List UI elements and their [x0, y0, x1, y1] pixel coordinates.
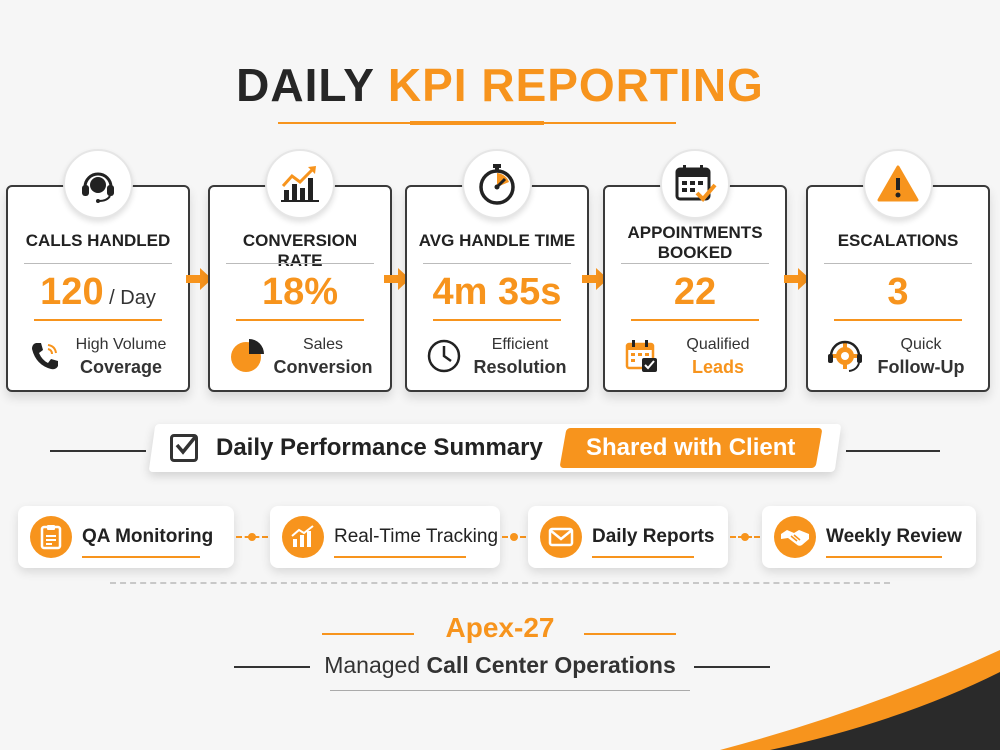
feature-label: Daily Reports	[592, 526, 715, 547]
arrow-right-icon	[186, 268, 212, 290]
kpi-foot-title: Conversion	[273, 357, 373, 377]
kpi-card-avg-handle-time: AVG HANDLE TIME 4m 35s Efficient Resolut…	[405, 149, 589, 392]
headset-icon	[63, 149, 133, 219]
summary-text: Daily Performance Summary	[216, 434, 543, 461]
pie-chart-icon	[228, 337, 266, 375]
kpi-foot-caption: Quick	[900, 336, 942, 353]
feature-label: Weekly Review	[826, 526, 962, 547]
arrow-right-icon	[784, 268, 810, 290]
bar-chart-icon	[282, 516, 324, 558]
support-gear-icon	[826, 337, 864, 375]
feature-real-time-tracking: Real-Time Tracking	[270, 506, 500, 568]
kpi-foot-title: Follow-Up	[877, 357, 965, 377]
kpi-label: ESCALATIONS	[837, 231, 959, 250]
envelope-icon	[540, 516, 582, 558]
kpi-foot-title: Leads	[691, 357, 745, 377]
kpi-label: CONVERSION RATE	[242, 231, 358, 270]
kpi-value: 120 / Day	[40, 271, 156, 313]
brand-tagline: Managed Call Center Operations	[324, 652, 676, 678]
feature-label: Real-Time Tracking	[334, 526, 499, 547]
growth-chart-icon	[265, 149, 335, 219]
title-underline	[278, 121, 676, 125]
feature-weekly-review: Weekly Review	[762, 506, 976, 568]
shared-with-client-badge: Shared with Client	[559, 428, 823, 468]
calendar-check-icon	[660, 149, 730, 219]
divider-left	[50, 450, 146, 452]
feature-qa-monitoring: QA Monitoring	[18, 506, 234, 568]
kpi-foot-caption: Efficient	[491, 336, 549, 353]
divider-right	[846, 450, 940, 452]
brand-name: Apex-27	[445, 612, 555, 643]
arrow-right-icon	[384, 268, 410, 290]
handshake-icon	[774, 516, 816, 558]
phone-icon	[26, 337, 64, 375]
kpi-card-calls-handled: CALLS HANDLED 120 / Day High Volume Cove…	[6, 149, 190, 392]
kpi-value: 4m 35s	[432, 271, 562, 313]
kpi-card-appointments-booked: APPOINTMENTS BOOKED 22 Qualified Leads	[603, 149, 787, 392]
kpi-value: 22	[673, 271, 717, 313]
clock-icon	[425, 337, 463, 375]
checkbox-icon	[170, 434, 198, 462]
kpi-unit: / Day	[103, 287, 156, 309]
kpi-value: 18%	[261, 271, 339, 313]
kpi-foot-title: Resolution	[473, 357, 567, 377]
stopwatch-icon	[462, 149, 532, 219]
kpi-card-escalations: ESCALATIONS 3 Quick	[806, 149, 990, 392]
kpi-label: CALLS HANDLED	[25, 231, 171, 250]
arrow-right-icon	[582, 268, 608, 290]
feature-daily-reports: Daily Reports	[528, 506, 728, 568]
page-title: DAILY KPI REPORTING	[0, 58, 1000, 112]
kpi-label: APPOINTMENTS BOOKED	[627, 223, 763, 262]
decorative-swoosh	[720, 650, 1000, 750]
kpi-foot-caption: High Volume	[75, 336, 167, 353]
kpi-foot-title: Coverage	[79, 357, 163, 377]
feature-label: QA Monitoring	[82, 526, 214, 547]
clipboard-icon	[30, 516, 72, 558]
title-part-dark: DAILY	[236, 59, 375, 111]
kpi-label: AVG HANDLE TIME	[418, 231, 576, 250]
kpi-foot-caption: Sales	[302, 336, 344, 353]
kpi-card-conversion-rate: CONVERSION RATE 18% Sales Conversion	[208, 149, 392, 392]
title-part-accent: KPI REPORTING	[387, 59, 764, 111]
warning-icon	[863, 149, 933, 219]
calendar-icon	[623, 337, 661, 375]
kpi-value: 3	[887, 271, 909, 313]
kpi-foot-caption: Qualified	[686, 336, 750, 353]
section-divider	[110, 582, 890, 584]
